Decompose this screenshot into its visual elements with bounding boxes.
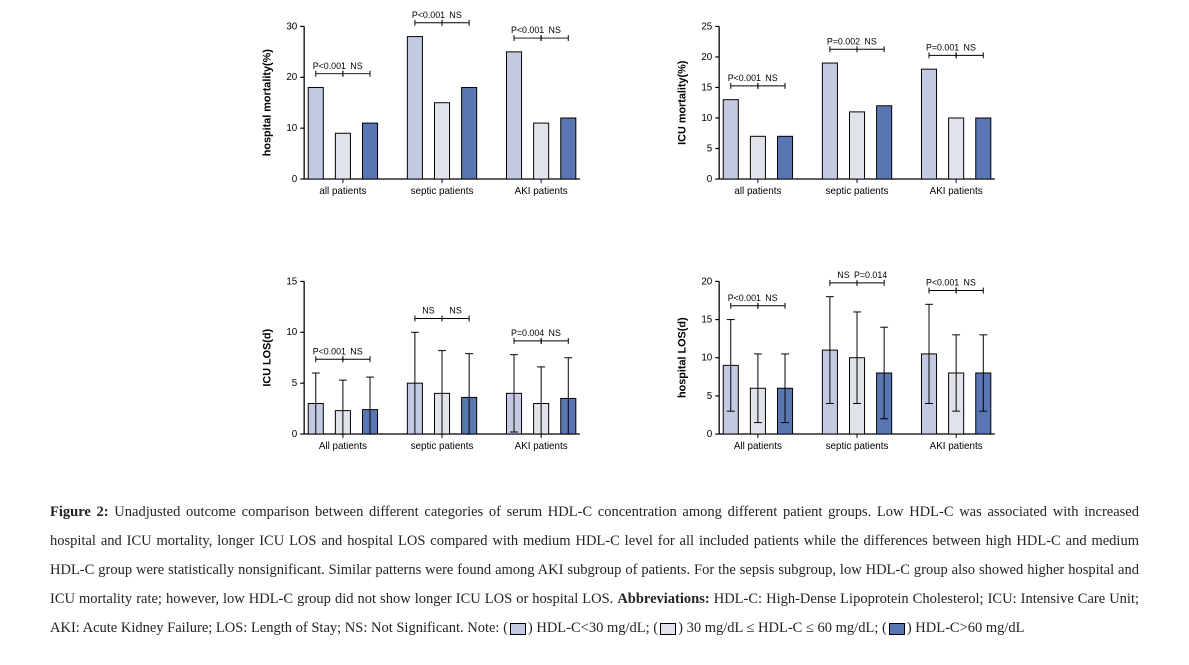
svg-text:P<0.001: P<0.001 xyxy=(727,73,760,83)
svg-text:5: 5 xyxy=(706,143,712,154)
legend-swatch-mid xyxy=(660,623,676,635)
charts-grid: 0 10 20 30 hospital mortality(%) all patients… xyxy=(250,10,1019,480)
svg-text:All patients: All patients xyxy=(319,441,367,452)
svg-text:0: 0 xyxy=(292,429,298,440)
svg-text:AKI patients: AKI patients xyxy=(929,186,982,197)
svg-text:NS: NS xyxy=(837,270,849,280)
svg-text:P<0.001: P<0.001 xyxy=(511,25,544,35)
legend-swatch-high xyxy=(889,623,905,635)
legend-text-c: ) HDL-C>60 mg/dL xyxy=(907,620,1025,636)
svg-text:15: 15 xyxy=(701,82,712,93)
svg-text:10: 10 xyxy=(701,113,712,124)
svg-text:NS: NS xyxy=(864,36,876,46)
svg-text:septic patients: septic patients xyxy=(825,186,888,197)
svg-text:NS: NS xyxy=(350,61,362,71)
svg-text:NS: NS xyxy=(765,73,777,83)
svg-text:septic patients: septic patients xyxy=(825,441,888,452)
svg-text:NS: NS xyxy=(765,293,777,303)
svg-text:P<0.001: P<0.001 xyxy=(727,293,760,303)
svg-text:All patients: All patients xyxy=(733,441,781,452)
svg-text:15: 15 xyxy=(701,315,712,326)
chart-icu-mortality: 0 5 10 15 20 25 ICU mortality(%) all patients P<… xyxy=(665,10,1020,225)
svg-text:P<0.001: P<0.001 xyxy=(313,61,346,71)
svg-text:0: 0 xyxy=(706,174,712,185)
svg-text:P=0.001: P=0.001 xyxy=(925,42,958,52)
svg-text:ICU LOS(d): ICU LOS(d) xyxy=(262,328,274,386)
svg-text:0: 0 xyxy=(706,429,712,440)
legend-text-b: ) 30 mg/dL ≤ HDL-C ≤ 60 mg/dL; ( xyxy=(678,620,887,636)
svg-text:10: 10 xyxy=(701,353,712,364)
svg-text:P=0.002: P=0.002 xyxy=(826,36,859,46)
svg-text:20: 20 xyxy=(286,72,297,83)
svg-text:20: 20 xyxy=(701,52,712,63)
legend-text-a: ) HDL-C<30 mg/dL; ( xyxy=(528,620,658,636)
svg-text:10: 10 xyxy=(286,123,297,134)
svg-text:NS: NS xyxy=(549,328,561,338)
figure-caption: Figure 2: Unadjusted outcome comparison … xyxy=(50,498,1139,643)
svg-text:P=0.004: P=0.004 xyxy=(511,328,544,338)
svg-text:AKI patients: AKI patients xyxy=(929,441,982,452)
svg-text:15: 15 xyxy=(286,276,297,287)
svg-text:5: 5 xyxy=(292,378,298,389)
svg-text:NS: NS xyxy=(449,10,461,20)
abbreviations-label: Abbreviations: xyxy=(617,591,709,607)
figure-page: 0 10 20 30 hospital mortality(%) all patients… xyxy=(0,0,1189,665)
svg-text:P<0.001: P<0.001 xyxy=(313,346,346,356)
svg-text:10: 10 xyxy=(286,327,297,338)
svg-text:AKI patients: AKI patients xyxy=(515,186,568,197)
svg-text:P=0.014: P=0.014 xyxy=(853,270,886,280)
svg-text:all patients: all patients xyxy=(734,186,781,197)
svg-text:NS: NS xyxy=(350,346,362,356)
chart-hospital-los: 0 5 10 15 20 hospital LOS(d) All patients P<0.0… xyxy=(665,265,1020,480)
svg-text:septic patients: septic patients xyxy=(411,441,474,452)
svg-text:NS: NS xyxy=(963,42,975,52)
svg-text:P<0.001: P<0.001 xyxy=(925,278,958,288)
svg-text:all patients: all patients xyxy=(319,186,366,197)
chart-icu-los: 0 5 10 15 ICU LOS(d) All patients P<0.001 NS sep… xyxy=(250,265,605,480)
svg-text:hospital LOS(d): hospital LOS(d) xyxy=(676,317,688,398)
chart-hospital-mortality: 0 10 20 30 hospital mortality(%) all patients… xyxy=(250,10,605,225)
svg-text:5: 5 xyxy=(706,391,712,402)
svg-text:NS: NS xyxy=(449,306,461,316)
svg-text:NS: NS xyxy=(549,25,561,35)
svg-text:NS: NS xyxy=(963,278,975,288)
svg-text:25: 25 xyxy=(701,21,712,32)
svg-text:AKI patients: AKI patients xyxy=(515,441,568,452)
svg-text:0: 0 xyxy=(292,174,298,185)
legend-swatch-low xyxy=(510,623,526,635)
svg-text:20: 20 xyxy=(701,276,712,287)
figure-label: Figure 2: xyxy=(50,504,109,520)
svg-text:P<0.001: P<0.001 xyxy=(412,10,445,20)
svg-text:NS: NS xyxy=(422,306,434,316)
svg-text:30: 30 xyxy=(286,21,297,32)
svg-text:ICU mortality(%): ICU mortality(%) xyxy=(676,60,688,145)
svg-text:hospital mortality(%): hospital mortality(%) xyxy=(262,49,274,156)
svg-text:septic patients: septic patients xyxy=(411,186,474,197)
